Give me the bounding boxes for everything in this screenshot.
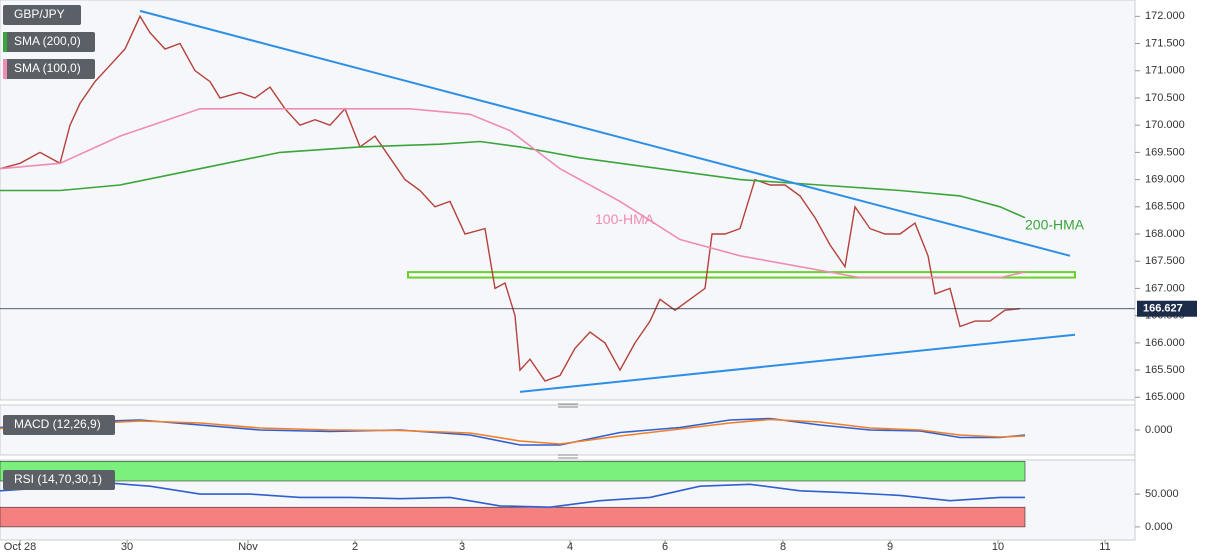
annotation: 200-HMA	[1025, 217, 1085, 233]
y-tick-label: 170.500	[1145, 92, 1185, 104]
series-line	[0, 14, 1021, 382]
legend-box	[3, 5, 81, 25]
y-tick-label: 165.000	[1145, 391, 1185, 403]
x-tick-label: 3	[459, 541, 465, 553]
y-tick-label: 171.500	[1145, 37, 1185, 49]
x-tick-label: Nov	[238, 541, 258, 553]
legend-item: SMA (100,0)	[3, 59, 95, 79]
rsi-band	[0, 461, 1026, 482]
x-tick-label: 8	[780, 541, 786, 553]
trend-line	[519, 333, 1076, 393]
x-tick-label: 30	[121, 541, 133, 553]
y-tick-label: 169.000	[1145, 173, 1185, 185]
rsi-band	[0, 506, 1026, 528]
panel-title: RSI (14,70,30,1)	[14, 472, 102, 486]
last-price-box	[1137, 300, 1197, 317]
x-tick-label: Oct 28	[4, 541, 36, 553]
y-tick-label: 166.000	[1145, 337, 1185, 349]
series-line	[0, 108, 1026, 279]
y-tick-label: 50.000	[1145, 488, 1179, 500]
y-tick-label: 168.500	[1145, 201, 1185, 213]
legend-box	[3, 32, 95, 52]
main-panel	[0, 0, 1136, 401]
panel-handle	[558, 454, 578, 459]
y-tick-label: 165.500	[1145, 364, 1185, 376]
legend-item: GBP/JPY	[3, 5, 81, 25]
y-tick-label: 172.000	[1145, 10, 1185, 22]
legend-box	[3, 59, 95, 79]
legend-item: SMA (200,0)	[3, 32, 95, 52]
legend-label: SMA (100,0)	[14, 61, 81, 75]
x-tick-label: 4	[567, 541, 573, 553]
series-line	[0, 140, 1026, 219]
last-price-label: 166.627	[1143, 303, 1183, 315]
resistance-zone	[407, 271, 1076, 279]
legend-label: GBP/JPY	[14, 7, 65, 21]
panel-handle	[558, 403, 578, 408]
x-tick-label: 6	[662, 541, 668, 553]
annotation: 100-HMA	[595, 211, 655, 227]
macd-panel	[0, 404, 1136, 456]
series-line	[0, 481, 1025, 509]
y-tick-label: 167.500	[1145, 255, 1185, 267]
legend-label: SMA (200,0)	[14, 34, 81, 48]
panel-title: MACD (12,26,9)	[14, 417, 101, 431]
x-tick-label: 9	[887, 541, 893, 553]
y-tick-label: 171.000	[1145, 65, 1185, 77]
x-tick-label: 10	[992, 541, 1004, 553]
panel-title-box	[3, 415, 115, 435]
panel-title-box	[3, 470, 115, 490]
trend-line	[139, 9, 1071, 257]
legend-swatch	[3, 59, 7, 79]
y-tick-label: 0.000	[1145, 424, 1173, 436]
legend-swatch	[3, 32, 7, 52]
y-tick-label: 169.500	[1145, 146, 1185, 158]
y-tick-label: 168.000	[1145, 228, 1185, 240]
series-line	[0, 418, 1026, 445]
y-tick-label: 170.000	[1145, 119, 1185, 131]
x-tick-label: 11	[1099, 541, 1110, 553]
x-tick-label: 2	[352, 541, 358, 553]
y-tick-label: 0.000	[1145, 521, 1173, 533]
series-line	[0, 417, 1026, 446]
y-tick-label: 167.000	[1145, 282, 1185, 294]
